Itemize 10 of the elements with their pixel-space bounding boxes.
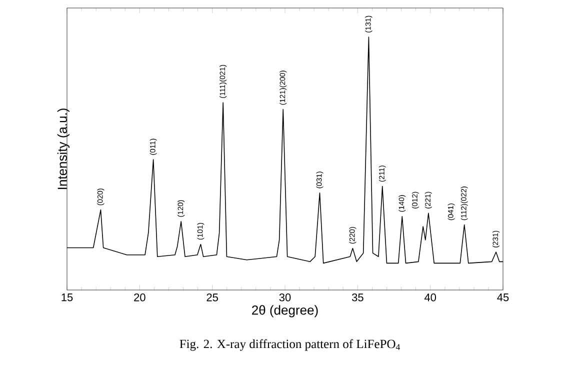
x-tick-label: 25 xyxy=(206,294,218,302)
x-tick-label: 45 xyxy=(497,294,509,302)
x-tick-label: 30 xyxy=(279,294,291,302)
x-tick-label: 15 xyxy=(62,294,73,302)
y-axis-title: Intensity (a.u.) xyxy=(57,108,70,189)
x-tick-label: 20 xyxy=(134,294,146,302)
x-tick-label: 35 xyxy=(352,294,364,302)
caption: Fig. 2. X-ray diffraction pattern of LiFePO$_{4}$ xyxy=(180,339,400,351)
x-tick-label: 40 xyxy=(424,294,436,302)
x-axis-title: 2θ (degree) xyxy=(252,305,318,318)
